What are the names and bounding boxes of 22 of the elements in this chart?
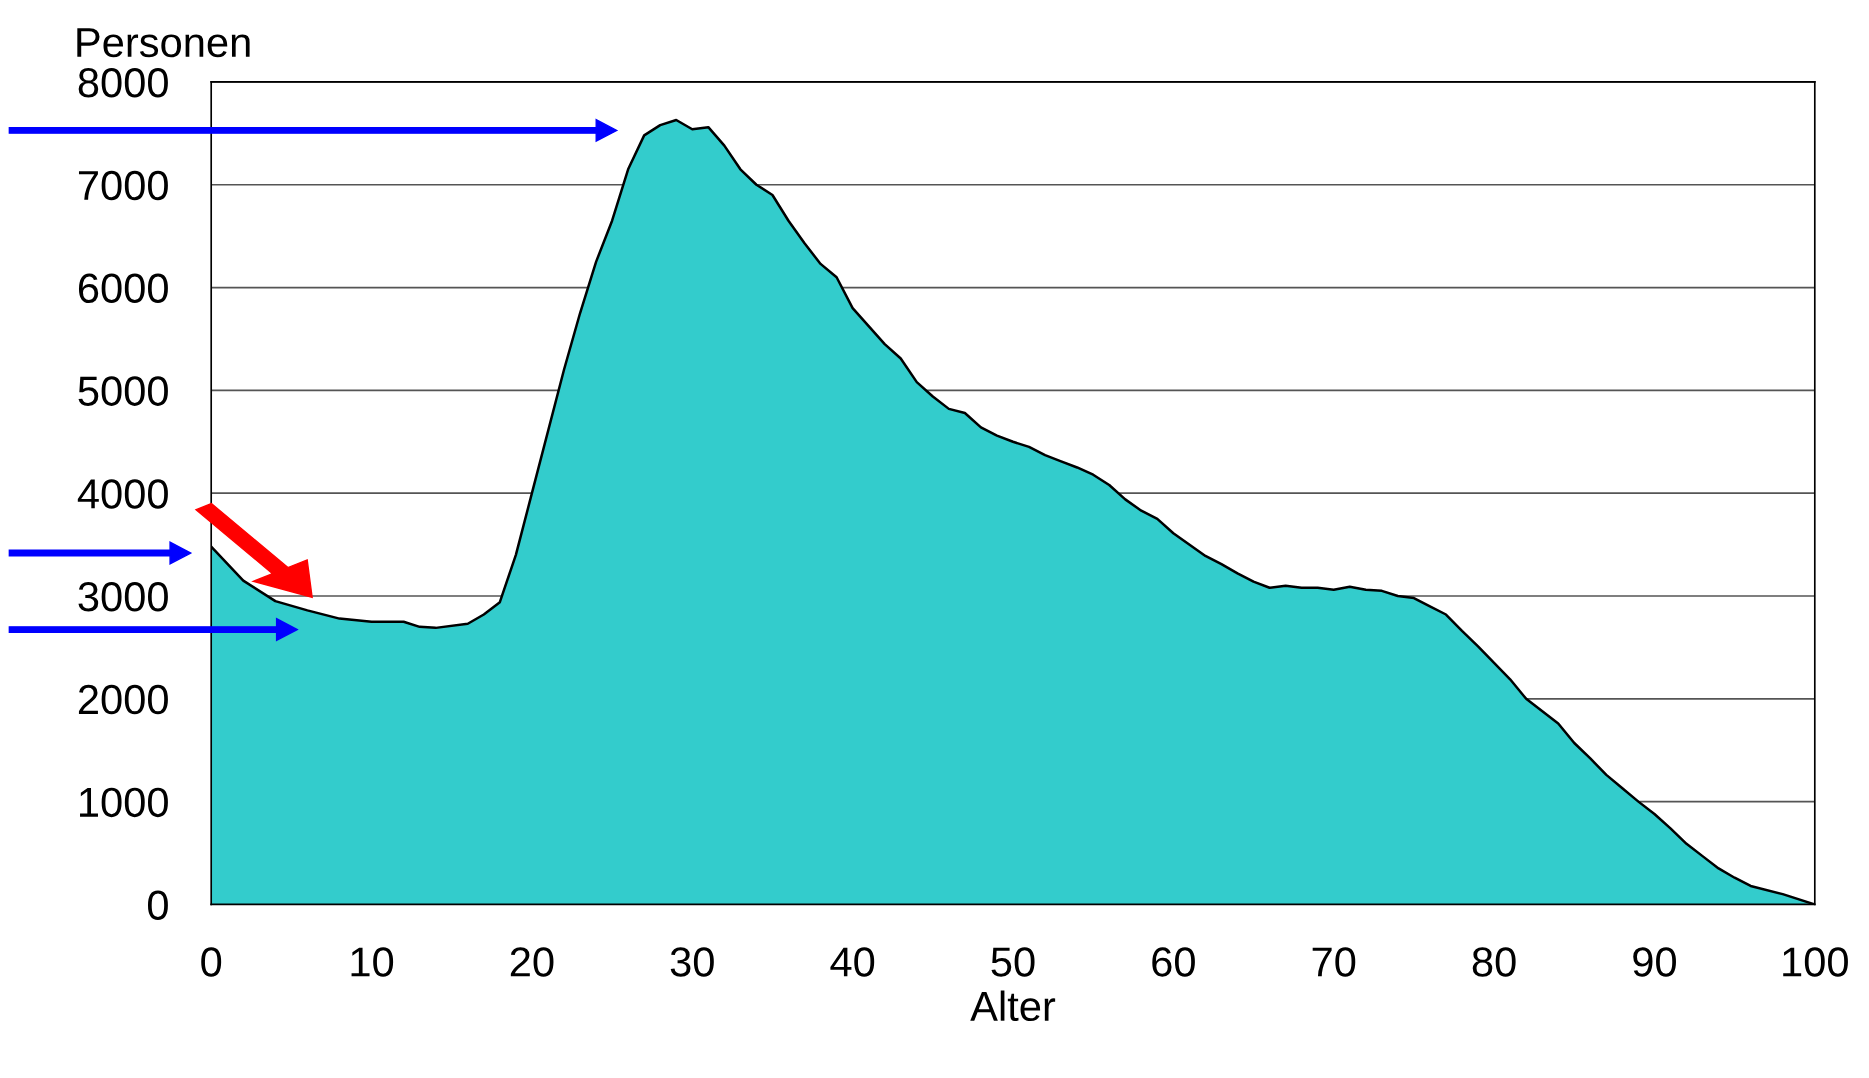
- y-tick-label: 1000: [80, 787, 168, 818]
- y-tick-label: 6000: [78, 273, 168, 304]
- x-tick-label: 40: [830, 947, 875, 977]
- y-axis-title: Personen: [77, 28, 250, 58]
- y-tick-label: 8000: [78, 67, 168, 98]
- y-tick-label: 0: [147, 890, 168, 920]
- y-tick-label: 3000: [78, 582, 168, 612]
- x-tick-label: 80: [1472, 947, 1516, 977]
- x-tick-label: 0: [201, 947, 222, 977]
- x-tick-label: 60: [1152, 947, 1195, 977]
- x-tick-label: 100: [1783, 947, 1848, 977]
- y-tick-label: 2000: [78, 684, 168, 715]
- y-tick-label: 4000: [77, 479, 168, 509]
- x-tick-label: 30: [670, 947, 714, 977]
- x-tick-label: 50: [991, 947, 1035, 977]
- x-tick-label: 10: [351, 947, 394, 977]
- x-tick-label: 70: [1312, 947, 1356, 977]
- x-tick-label: 90: [1633, 947, 1676, 977]
- x-tick-label: 20: [510, 947, 554, 977]
- x-axis-title: Alter: [970, 990, 1056, 1022]
- y-tick-label: 7000: [78, 170, 168, 201]
- y-tick-label: 5000: [78, 376, 168, 406]
